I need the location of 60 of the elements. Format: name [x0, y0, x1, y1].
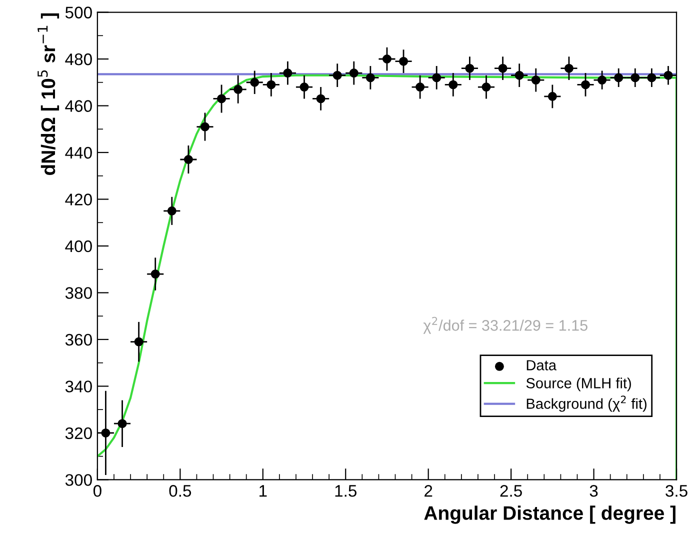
point [614, 73, 624, 82]
point [482, 82, 491, 92]
point [266, 80, 276, 90]
x-tick-label: 3 [590, 485, 598, 497]
y-axis-title: dN/dΩ [ 10$^{5}$ sr$^{−1}$ ] [38, 13, 60, 175]
point [134, 337, 144, 346]
legend-label: Background (χ$^{2}$ fit) [526, 396, 646, 412]
point [234, 84, 243, 94]
point [217, 94, 226, 104]
y-tick-label: 320 [65, 427, 92, 440]
y-tick-label: 340 [65, 380, 92, 392]
x-axis-title: Angular Distance [ degree ] [424, 506, 676, 524]
point [581, 80, 590, 90]
legend-label: Data [526, 360, 557, 370]
point [200, 122, 210, 132]
point [399, 56, 408, 66]
point [647, 73, 656, 82]
x-tick-label: 1.5 [335, 485, 356, 497]
point [349, 68, 358, 78]
point [548, 92, 557, 101]
point [448, 80, 458, 90]
x-tick-label: 3.5 [666, 485, 688, 497]
y-tick-label: 420 [65, 194, 92, 206]
point [416, 82, 425, 92]
point [432, 73, 442, 82]
point [184, 155, 193, 164]
x-tick-label: 1 [260, 485, 267, 497]
point [564, 64, 574, 73]
point [250, 78, 260, 87]
y-tick-label: 400 [65, 240, 92, 252]
x-tick-label: 2 [424, 485, 432, 497]
point [465, 64, 474, 73]
point [316, 94, 326, 104]
x-tick-label: 0.5 [169, 485, 192, 497]
point [514, 70, 524, 80]
y-tick-label: 460 [65, 100, 92, 112]
annotation: χ$^{2}$/dof = 33.21/29 = 1.15 [423, 316, 588, 334]
point [598, 76, 607, 85]
x-tick-label: 0 [93, 485, 102, 497]
point [498, 64, 508, 73]
point [283, 68, 292, 78]
point [167, 206, 176, 216]
point [118, 419, 127, 428]
y-tick-label: 380 [65, 287, 92, 299]
point [300, 82, 309, 92]
y-tick-label: 480 [65, 53, 92, 66]
y-tick-label: 440 [65, 146, 92, 159]
point [664, 70, 673, 80]
y-tick-label: 300 [65, 474, 92, 486]
point [150, 270, 160, 279]
x-tick-label: 2.5 [500, 485, 522, 497]
point [382, 54, 392, 64]
y-tick-label: 360 [65, 334, 92, 346]
point [630, 73, 640, 82]
point [366, 73, 375, 82]
point [531, 76, 540, 85]
legend-label: Source (MLH fit) [526, 378, 631, 392]
point [101, 428, 110, 438]
y-tick-label: 500 [65, 6, 92, 18]
point [332, 70, 342, 80]
